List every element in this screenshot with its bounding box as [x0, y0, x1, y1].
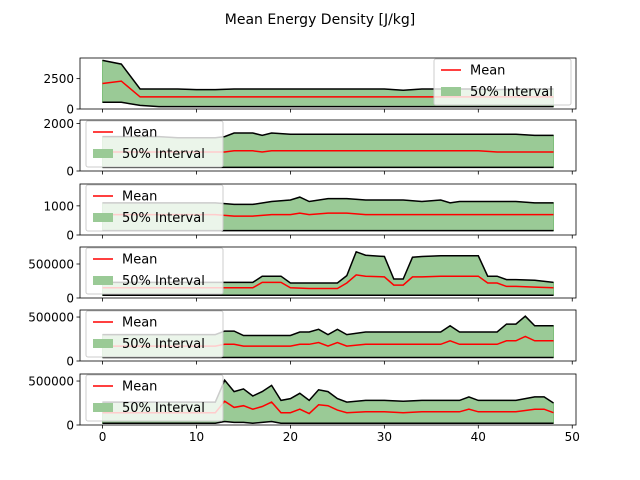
- axes-frame-1: [79, 57, 577, 110]
- y-tick-label-5-1: 500000: [28, 311, 74, 325]
- axes-frame-4: [79, 246, 577, 299]
- legend-mean-label: Mean: [470, 64, 505, 79]
- y-tick-label-6-0: 0: [66, 419, 74, 433]
- legend-interval-label: 50% Interval: [122, 211, 205, 226]
- y-tick-label-1-0: 0: [66, 103, 74, 117]
- lower-bound-line-1: [102, 101, 554, 108]
- legend-interval-label: 50% Interval: [122, 147, 205, 162]
- y-tick-label-1-1: 2500: [43, 72, 74, 86]
- legend-box: [85, 247, 224, 295]
- axes-frame-6: [79, 373, 577, 426]
- x-tick-label-1: 10: [189, 430, 204, 444]
- legend-5: Mean 50% Interval: [85, 310, 224, 358]
- subplot-1: 0 2500 Mean 50% Interval: [43, 57, 577, 117]
- y-tick-label-6-1: 500000: [28, 375, 74, 389]
- legend-mean-label: Mean: [122, 126, 157, 141]
- legend-box: [85, 310, 224, 358]
- x-tick-label-2: 20: [283, 430, 298, 444]
- legend-interval-swatch: [93, 149, 113, 158]
- subplot-2: 0 2000 Mean 50% Interval: [43, 117, 577, 179]
- axes-frame-5: [79, 309, 577, 362]
- subplot-4: 0 500000 Mean 50% Interval: [28, 246, 577, 306]
- legend-2: Mean 50% Interval: [85, 120, 224, 168]
- legend-4: Mean 50% Interval: [85, 247, 224, 295]
- legend-box: [433, 58, 572, 106]
- y-tick-label-4-0: 0: [66, 292, 74, 306]
- legend-interval-label: 50% Interval: [122, 274, 205, 289]
- legend-interval-swatch: [93, 276, 113, 285]
- y-tick-label-4-1: 500000: [28, 258, 74, 272]
- y-tick-label-2-1: 2000: [43, 117, 74, 131]
- legend-mean-label: Mean: [122, 253, 157, 268]
- lower-bound-line-6: [102, 420, 554, 424]
- legend-box: [85, 374, 224, 422]
- legend-1: Mean 50% Interval: [433, 58, 572, 106]
- legend-6: Mean 50% Interval: [85, 374, 224, 422]
- legend-3: Mean 50% Interval: [85, 184, 224, 232]
- legend-interval-swatch: [441, 87, 461, 96]
- y-tick-label-5-0: 0: [66, 355, 74, 369]
- legend-interval-label: 50% Interval: [470, 85, 553, 100]
- axes-frame-2: [79, 119, 577, 172]
- subplot-5: 0 500000 Mean 50% Interval: [28, 309, 577, 369]
- y-tick-label-2-0: 0: [66, 165, 74, 179]
- figure-title: Mean Energy Density [J/kg]: [225, 12, 416, 28]
- y-tick-label-3-0: 0: [66, 229, 74, 243]
- subplot-3: 0 1000 Mean 50% Interval: [43, 183, 577, 243]
- legend-interval-swatch: [93, 339, 113, 348]
- legend-mean-label: Mean: [122, 190, 157, 205]
- axes-frame-3: [79, 183, 577, 236]
- x-tick-label-5: 50: [565, 430, 580, 444]
- legend-interval-label: 50% Interval: [122, 337, 205, 352]
- legend-interval-label: 50% Interval: [122, 401, 205, 416]
- legend-mean-label: Mean: [122, 380, 157, 395]
- x-tick-label-4: 40: [471, 430, 486, 444]
- legend-box: [85, 120, 224, 168]
- y-tick-label-3-1: 1000: [43, 199, 74, 213]
- x-tick-label-0: 0: [99, 430, 107, 444]
- legend-box: [85, 184, 224, 232]
- legend-interval-swatch: [93, 213, 113, 222]
- x-tick-label-3: 30: [377, 430, 392, 444]
- subplot-6: 0 10 20 30 40 50 0 500000 Mean 50% Interval: [28, 373, 580, 444]
- legend-mean-label: Mean: [122, 316, 157, 331]
- legend-interval-swatch: [93, 403, 113, 412]
